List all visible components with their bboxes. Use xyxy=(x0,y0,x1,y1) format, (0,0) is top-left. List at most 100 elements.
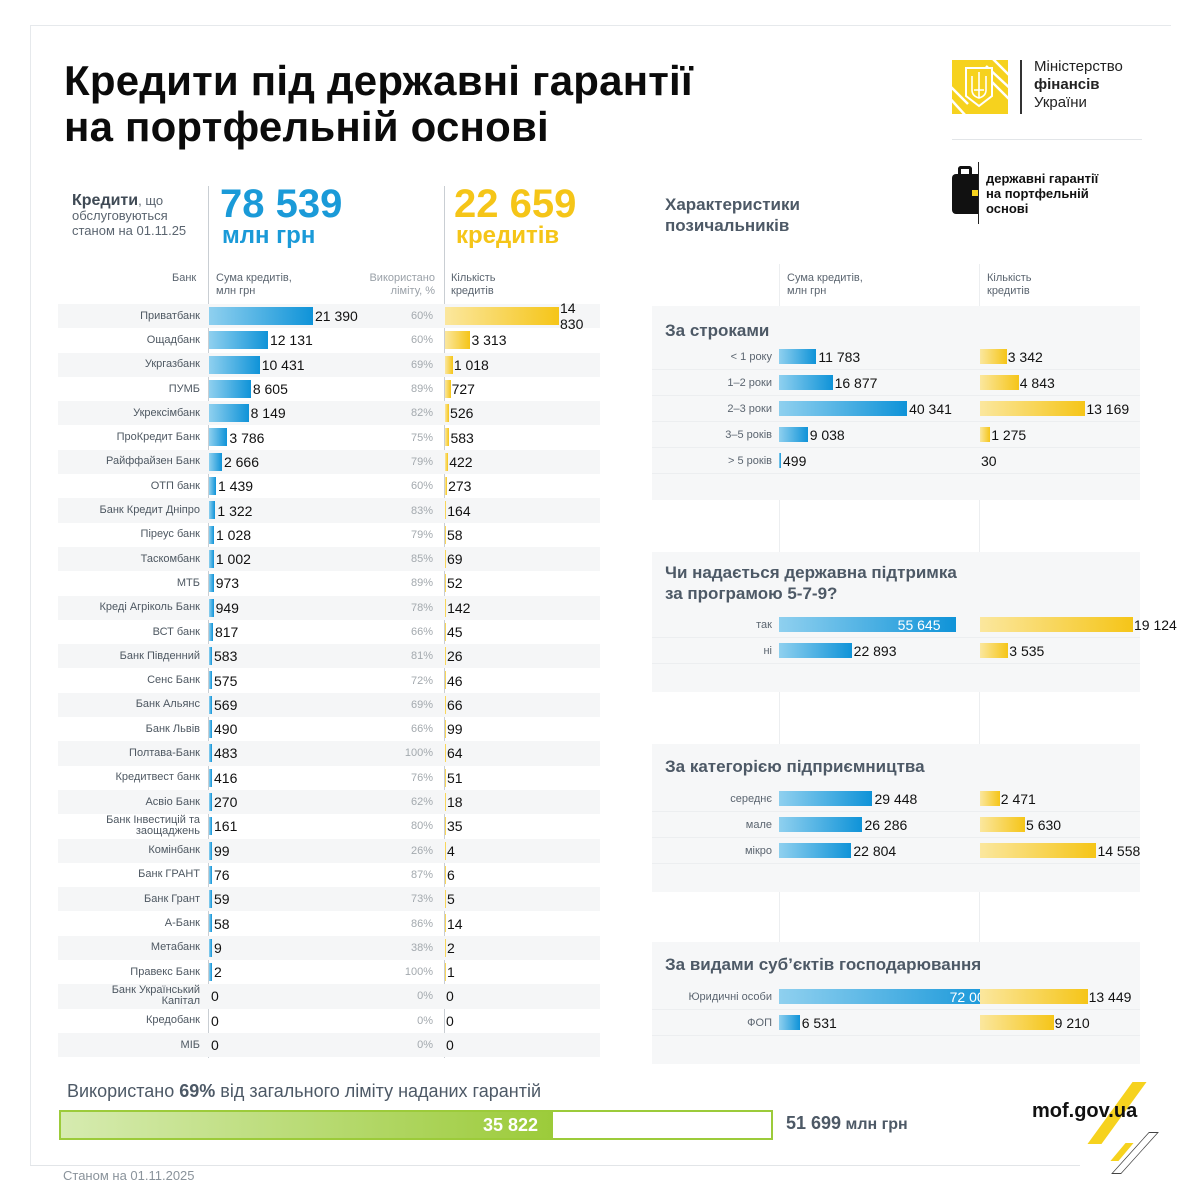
sum-bar xyxy=(209,841,212,860)
count-bar xyxy=(980,375,1019,390)
count-bar xyxy=(980,791,1000,806)
sum-value: 416 xyxy=(214,769,238,786)
count-value: 1 018 xyxy=(453,356,489,373)
briefcase-handle xyxy=(958,166,972,176)
rp-header-count: Кількість кредитів xyxy=(987,272,1032,297)
limit-used-percent: 78% xyxy=(410,601,433,614)
count-bar xyxy=(445,768,446,787)
count-bar xyxy=(980,349,1007,364)
table-row: Райффайзен Банк 2 666 79% 422 xyxy=(58,449,600,475)
count-bar xyxy=(445,379,451,398)
count-value: 18 xyxy=(447,794,463,811)
table-row: Комінбанк 99 26% 4 xyxy=(58,838,600,863)
section-title-line: За строками xyxy=(665,321,770,340)
count-bar xyxy=(980,817,1026,832)
column-divider-count xyxy=(444,186,445,1058)
category-label: 2–3 роки xyxy=(727,402,772,415)
count-bar xyxy=(445,355,453,374)
limit-used-percent: 60% xyxy=(410,480,433,493)
limit-used-percent: 0% xyxy=(417,990,433,1003)
limit-used-percent: 66% xyxy=(410,723,433,736)
count-value: 13 449 xyxy=(1088,988,1132,1005)
limit-used-percent: 86% xyxy=(410,917,433,930)
sum-bar xyxy=(209,744,212,763)
count-value: 422 xyxy=(449,453,473,470)
total-amount: 78 539 xyxy=(220,182,343,226)
bank-name: Банк Альянс xyxy=(135,698,200,711)
table-row: ВСТ банк 817 66% 45 xyxy=(58,620,600,644)
category-label: середнє xyxy=(730,792,772,805)
bank-name: Кредитвест банк xyxy=(115,771,201,784)
count-value: 19 124 xyxy=(1133,616,1177,633)
count-bar xyxy=(445,938,446,957)
column-header-used: Використано ліміту, % xyxy=(369,272,435,297)
chart-row: < 1 року 11 783 3 342 xyxy=(652,344,1140,370)
category-label: ФОП xyxy=(747,1016,772,1029)
section-background xyxy=(652,744,1140,892)
sum-bar xyxy=(209,379,251,398)
sum-value: 2 xyxy=(214,964,222,981)
limit-used-percent: 62% xyxy=(410,796,433,809)
bank-name: Банк Львів xyxy=(145,722,200,735)
sum-bar xyxy=(779,989,1008,1004)
website-link[interactable]: mof.gov.ua xyxy=(1032,1100,1138,1122)
limit-usage-fill xyxy=(61,1112,553,1138)
sum-value: 22 804 xyxy=(853,842,897,859)
sum-value: 949 xyxy=(215,599,239,616)
bank-name: ПроКредит Банк xyxy=(116,431,200,444)
table-row: Банк Львів 490 66% 99 xyxy=(58,717,600,741)
table-row: Укргазбанк 10 431 69% 1 018 xyxy=(58,352,600,377)
rp-header-sum: Сума кредитів, млн грн xyxy=(787,272,863,297)
chart-row: 1–2 роки 16 877 4 843 xyxy=(652,370,1140,396)
bank-name: Правекс Банк xyxy=(130,965,200,978)
count-value: 3 535 xyxy=(1009,642,1045,659)
sum-value: 8 605 xyxy=(252,381,288,398)
chart-row: так 55 645 19 124 xyxy=(652,612,1177,638)
sum-value: 29 448 xyxy=(874,790,918,807)
ministry-name: Міністерство фінансів України xyxy=(1034,58,1123,111)
limit-used-percent: 100% xyxy=(404,747,433,760)
borrower-section: За строками < 1 року 11 783 3 342 1–2 роки 16… xyxy=(652,306,1140,500)
category-label: < 1 року xyxy=(730,350,772,363)
section-title-line: Чи надається державна підтримка xyxy=(665,563,957,582)
limit-used-percent: 66% xyxy=(410,626,433,638)
table-row: Таскомбанк 1 002 85% 69 xyxy=(58,546,600,572)
sum-value: 1 002 xyxy=(215,551,251,568)
sum-value: 99 xyxy=(214,842,230,859)
sum-value: 817 xyxy=(214,624,239,640)
table-row: Ощадбанк 12 131 60% 3 313 xyxy=(58,328,600,352)
sum-value: 0 xyxy=(211,1012,219,1029)
count-bar xyxy=(445,622,446,641)
bank-name: Приватбанк xyxy=(140,309,200,322)
count-value: 26 xyxy=(447,648,463,665)
count-value: 9 210 xyxy=(1054,1014,1090,1031)
sum-bar xyxy=(209,792,212,811)
table-row: ОТП банк 1 439 60% 273 xyxy=(58,474,600,498)
table-row: Банк Кредит Дніпро 1 322 83% 164 xyxy=(58,498,600,523)
chart-row: ні 22 893 3 535 xyxy=(652,638,1140,664)
page-frame xyxy=(30,25,1171,1165)
table-row: Кредитвест банк 416 76% 51 xyxy=(58,766,600,790)
category-label: > 5 років xyxy=(728,454,772,467)
sum-bar xyxy=(209,525,214,544)
sum-bar xyxy=(209,477,216,496)
trident-icon xyxy=(952,60,1008,114)
sum-bar xyxy=(779,349,817,364)
sum-bar xyxy=(209,598,214,617)
category-label: мікро xyxy=(744,844,772,857)
ministry-logo: Міністерство фінансів України xyxy=(952,58,1142,118)
borrower-characteristics-title: Характеристики позичальників xyxy=(665,195,800,235)
count-value: 64 xyxy=(447,745,463,762)
count-bar xyxy=(980,401,1086,416)
count-value: 6 xyxy=(447,866,455,883)
table-row: Полтава-Банк 483 100% 64 xyxy=(58,741,600,766)
section-title: За строками xyxy=(665,320,769,341)
title-line-2: на портфельній основі xyxy=(64,103,549,150)
limit-used-percent: 60% xyxy=(410,334,433,347)
count-bar xyxy=(445,307,559,325)
bank-name: Ощадбанк xyxy=(146,333,200,346)
limit-used-percent: 82% xyxy=(410,407,433,420)
category-label: Юридичні особи xyxy=(688,990,772,1003)
total-count-unit: кредитів xyxy=(456,222,560,249)
sum-bar xyxy=(209,963,212,982)
